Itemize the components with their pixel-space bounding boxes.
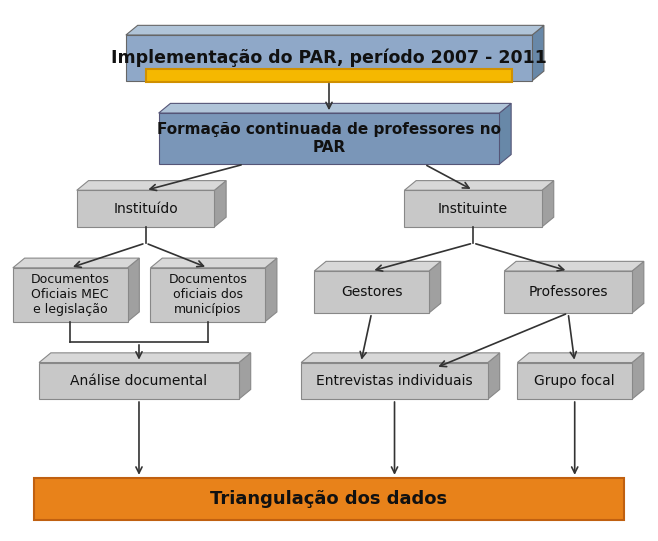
Polygon shape [13,258,139,268]
Polygon shape [239,353,251,399]
FancyBboxPatch shape [145,69,513,82]
FancyBboxPatch shape [517,362,632,399]
Polygon shape [499,103,511,164]
Polygon shape [315,261,441,271]
Polygon shape [128,258,139,322]
Polygon shape [265,258,277,322]
Text: Gestores: Gestores [341,285,402,299]
Text: Entrevistas individuais: Entrevistas individuais [316,374,473,388]
Text: Documentos
oficiais dos
municípios: Documentos oficiais dos municípios [168,273,247,316]
Text: Implementação do PAR, período 2007 - 2011: Implementação do PAR, período 2007 - 201… [111,49,547,67]
Text: Instituído: Instituído [113,202,178,216]
FancyBboxPatch shape [405,190,542,227]
FancyBboxPatch shape [504,271,632,313]
FancyBboxPatch shape [34,478,624,520]
Polygon shape [301,353,499,362]
Polygon shape [504,261,644,271]
Polygon shape [39,353,251,362]
Polygon shape [429,261,441,313]
Text: Triangulação dos dados: Triangulação dos dados [211,490,447,507]
FancyBboxPatch shape [13,268,128,322]
Text: Grupo focal: Grupo focal [534,374,615,388]
Text: Análise documental: Análise documental [70,374,207,388]
FancyBboxPatch shape [126,35,532,81]
Polygon shape [632,353,644,399]
Polygon shape [517,353,644,362]
Text: Professores: Professores [528,285,608,299]
Polygon shape [151,258,277,268]
FancyBboxPatch shape [77,190,215,227]
Polygon shape [532,25,544,81]
Polygon shape [159,103,511,113]
Text: Instituinte: Instituinte [438,202,508,216]
FancyBboxPatch shape [301,362,488,399]
FancyBboxPatch shape [39,362,239,399]
Polygon shape [542,181,554,227]
Polygon shape [215,181,226,227]
FancyBboxPatch shape [315,271,429,313]
FancyBboxPatch shape [151,268,265,322]
Polygon shape [77,181,226,190]
FancyBboxPatch shape [159,113,499,164]
Text: Formação continuada de professores no
PAR: Formação continuada de professores no PA… [157,122,501,155]
Polygon shape [126,25,544,35]
Polygon shape [488,353,499,399]
Polygon shape [632,261,644,313]
Polygon shape [405,181,554,190]
Text: Documentos
Oficiais MEC
e legislação: Documentos Oficiais MEC e legislação [31,273,110,316]
